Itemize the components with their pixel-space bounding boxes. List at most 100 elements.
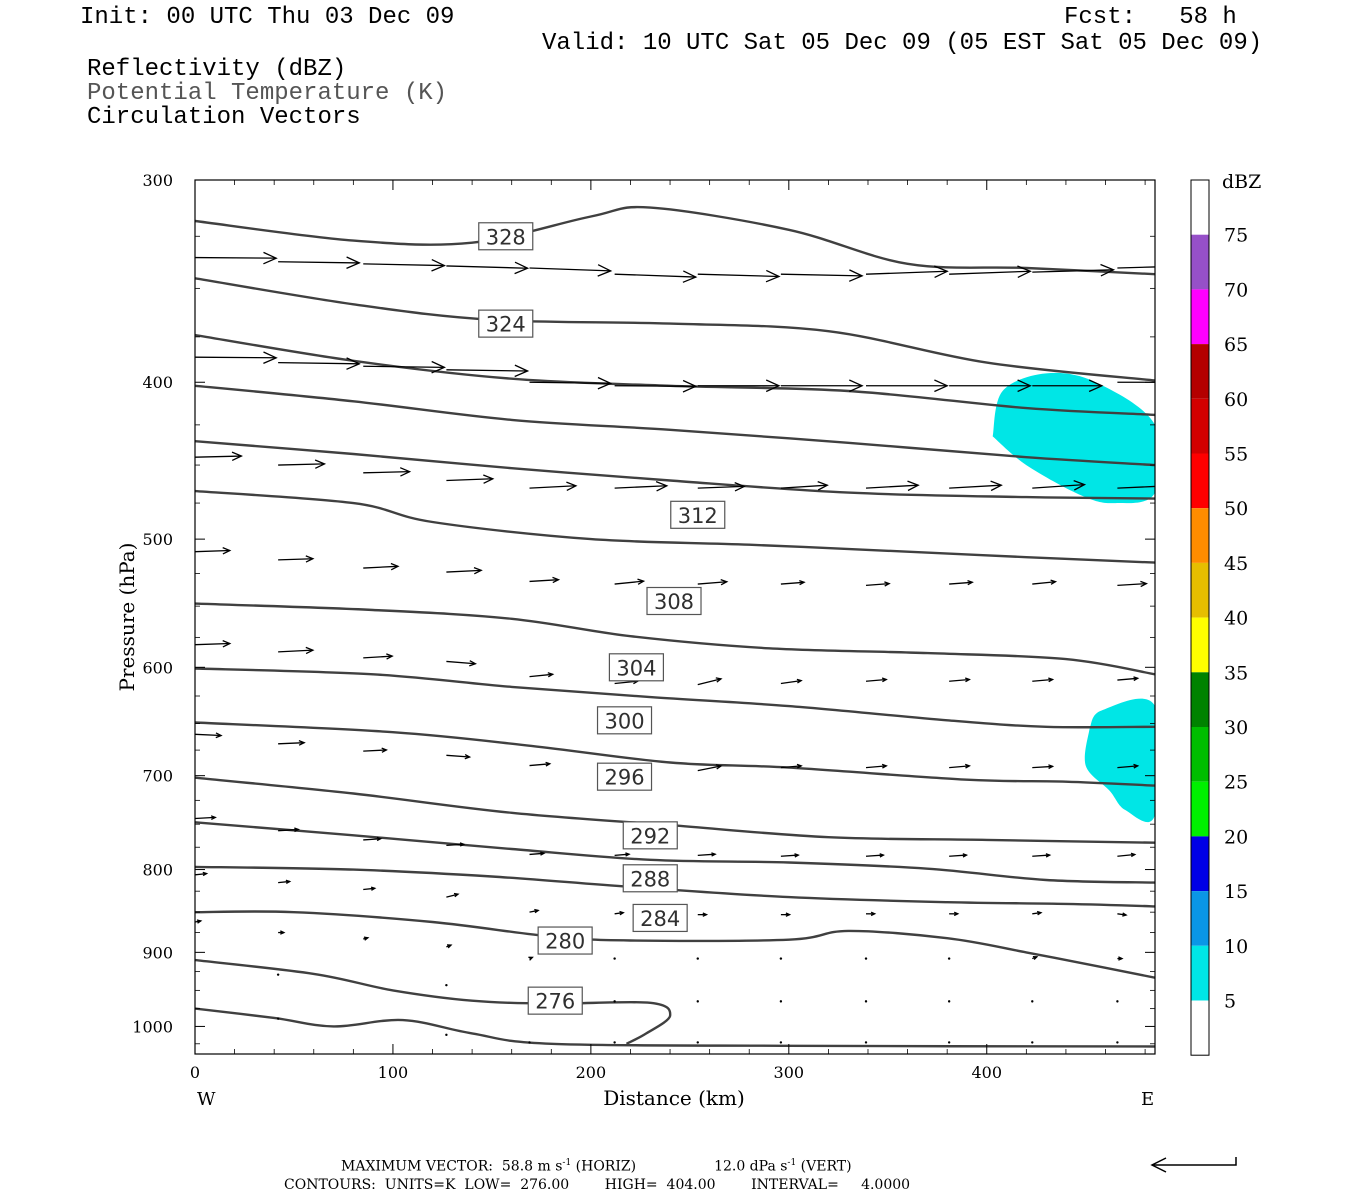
theta-label-284: 284 [640,907,680,931]
vector-shaft [195,816,216,820]
valid-time: Valid: 10 UTC Sat 05 Dec 09 (05 EST Sat … [542,30,1263,57]
circulation-vector [864,1041,868,1044]
colorbar-segment [1191,398,1209,454]
vector-shaft [1117,266,1155,269]
vector-shaft [529,673,553,678]
circulation-vector [866,911,877,917]
vector-shaft [1032,678,1053,682]
theta-label-box-324 [478,309,534,338]
theta-label-layer: 328 324 312 308 304 300 296 292 288 284 280 276 [478,222,726,1015]
circulation-vector [1032,853,1052,858]
theta-label-308: 308 [654,590,694,614]
circulation-vector [278,459,327,469]
circulation-vector [363,653,394,660]
colorbar-segment [1191,945,1209,1001]
vector-head [363,936,370,941]
circulation-vector [195,815,217,820]
theta-label-328: 328 [486,225,526,249]
circulation-vector [529,264,613,277]
vector-head [210,815,217,820]
vector-shaft [278,558,313,561]
circulation-vector [445,1033,448,1037]
vector-head [386,653,394,660]
vector-head [514,261,530,275]
vector-head [431,259,446,272]
colorbar-level-label: 40 [1224,608,1248,630]
colorbar: dBZ 75 70 65 60 55 50 45 40 35 30 25 20 15 10 5 [1190,171,1261,1056]
theta-contour-312 [195,489,1155,564]
vector-shaft [1117,677,1138,681]
y-tick-label: 400 [142,373,173,392]
vector-shaft [446,569,482,573]
vector-head [1159,482,1170,491]
vector-shaft [529,763,550,767]
circulation-vector [779,1041,783,1044]
vector-head [990,480,1003,492]
vector-head [765,269,781,283]
x-end-label-east: E [1141,1089,1154,1110]
vector-shaft [865,854,884,857]
vector-shaft [278,880,290,884]
vector-head [1168,377,1181,389]
vector-dot [864,1041,868,1044]
vector-head [547,672,555,678]
colorbar-level-label: 35 [1224,662,1248,684]
vector-head [534,908,540,914]
contour-info-line: CONTOURS: UNITS=K LOW= 276.00 HIGH= 404.… [284,1177,911,1193]
vector-head [884,581,891,587]
circulation-vector [949,480,1003,492]
vector-shaft [780,581,805,585]
max-vector-line: MAXIMUM VECTOR: 58.8 m s-1 (HORIZ) 12.0 d… [341,1158,852,1175]
vector-dot [613,957,616,960]
vector-shaft [363,655,393,659]
vector-shaft [363,749,387,752]
y-tick-label: 1000 [132,1017,173,1036]
colorbar-segment [1191,289,1209,345]
vector-head [1036,910,1043,916]
circulation-vector [446,261,530,275]
vector-shaft [614,580,644,585]
circulation-vector [947,1000,951,1003]
vector-head [215,732,223,739]
vector-head [459,842,466,847]
circulation-vector [1117,266,1155,269]
vector-shaft [446,265,528,269]
circulation-vector [363,747,388,753]
colorbar-segment [1191,453,1209,509]
circulation-vector [278,256,361,269]
theta-label-304: 304 [616,656,656,680]
vector-shaft [949,270,1031,275]
circulation-vector [697,269,781,283]
circulation-vector [949,379,1032,393]
circulation-vector [529,672,555,678]
circulation-vector [696,957,699,960]
vector-shaft [529,485,576,489]
vector-shaft [529,381,611,385]
vector-shaft [278,463,325,466]
vector-dot [696,1000,699,1003]
circulation-vector [614,379,698,393]
vector-dot [779,1041,783,1044]
vector-dot [445,1033,448,1037]
vector-shaft [446,369,528,372]
vector-shaft [529,852,545,856]
circulation-vector [1032,910,1043,916]
circulation-vector [613,1041,616,1044]
max-vector-horiz-exp: -1 [562,1158,572,1168]
max-vector-horiz-label: (HORIZ) [571,1158,637,1175]
vector-shaft [363,365,445,369]
circulation-vector [697,379,781,393]
theta-contour-280 [195,958,672,1045]
vector-head [305,555,315,563]
theta-contour-328 [195,205,1155,276]
circulation-vector [363,259,446,272]
circulation-vector [780,912,792,917]
circulation-vector [614,852,631,857]
circulation-vector [780,678,803,685]
max-vector-vert-label: (VERT) [796,1158,852,1175]
circulation-vector [613,957,616,960]
vector-head [222,546,232,555]
theta-contour-308 [195,602,1155,676]
vector-shaft [1032,581,1056,585]
vector-dot [1031,1000,1034,1003]
